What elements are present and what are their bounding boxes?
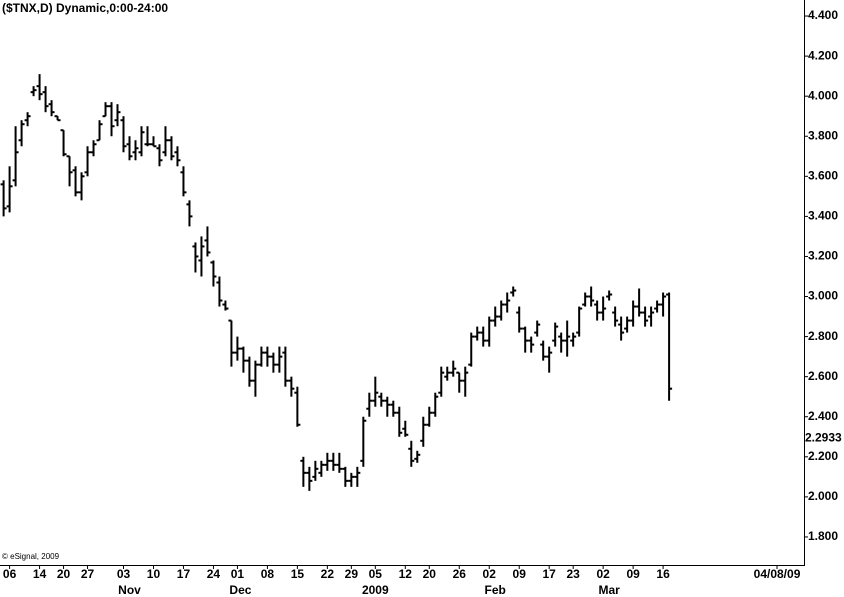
x-tick-label: 05 <box>369 567 383 581</box>
footnote: © eSignal, 2009 <box>2 552 60 561</box>
x-tick-label: 12 <box>399 567 413 581</box>
x-tick-label: 08 <box>261 567 275 581</box>
x-tick-label: 24 <box>207 567 221 581</box>
y-tick-label: 1.800 <box>808 529 838 543</box>
x-tick-label: 22 <box>321 567 335 581</box>
x-tick-label: 17 <box>177 567 191 581</box>
x-tick-label: 20 <box>423 567 437 581</box>
month-label: 2009 <box>362 583 389 597</box>
y-tick-label: 2.800 <box>808 329 838 343</box>
y-tick-label: 4.200 <box>808 48 838 62</box>
y-tick-label: 2.600 <box>808 369 838 383</box>
y-tick-label: 2.200 <box>808 449 838 463</box>
x-tick-label: 03 <box>117 567 131 581</box>
x-tick-label: 26 <box>453 567 467 581</box>
x-tick-label: 27 <box>81 567 95 581</box>
x-tick-label: 23 <box>566 567 580 581</box>
y-tick-label: 3.000 <box>808 289 838 303</box>
y-tick-label: 3.400 <box>808 209 838 223</box>
x-tick-label: 09 <box>513 567 527 581</box>
x-tick-label: 01 <box>231 567 245 581</box>
price-marker-label: 2.2933 <box>805 430 842 444</box>
y-tick-label: 3.600 <box>808 168 838 182</box>
x-tick-label: 02 <box>596 567 610 581</box>
x-tick-label: 17 <box>543 567 557 581</box>
y-tick-label: 4.000 <box>808 88 838 102</box>
x-tick-label: 29 <box>345 567 359 581</box>
x-tick-label: 10 <box>147 567 161 581</box>
x-tick-label: 04/08/09 <box>754 567 801 581</box>
x-tick-label: 15 <box>291 567 305 581</box>
month-label: Nov <box>118 583 141 597</box>
x-tick-label: 06 <box>3 567 17 581</box>
month-label: Dec <box>229 583 251 597</box>
x-tick-label: 14 <box>33 567 47 581</box>
y-tick-label: 2.400 <box>808 409 838 423</box>
month-label: Mar <box>598 583 620 597</box>
x-tick-label: 02 <box>483 567 497 581</box>
y-tick-label: 3.800 <box>808 128 838 142</box>
x-tick-label: 16 <box>656 567 670 581</box>
x-tick-label: 09 <box>626 567 640 581</box>
chart-title: ($TNX,D) Dynamic,0:00-24:00 <box>2 1 168 15</box>
y-tick-label: 4.400 <box>808 8 838 22</box>
y-tick-label: 2.000 <box>808 489 838 503</box>
month-label: Feb <box>485 583 506 597</box>
x-tick-label: 20 <box>57 567 71 581</box>
y-tick-label: 3.200 <box>808 249 838 263</box>
